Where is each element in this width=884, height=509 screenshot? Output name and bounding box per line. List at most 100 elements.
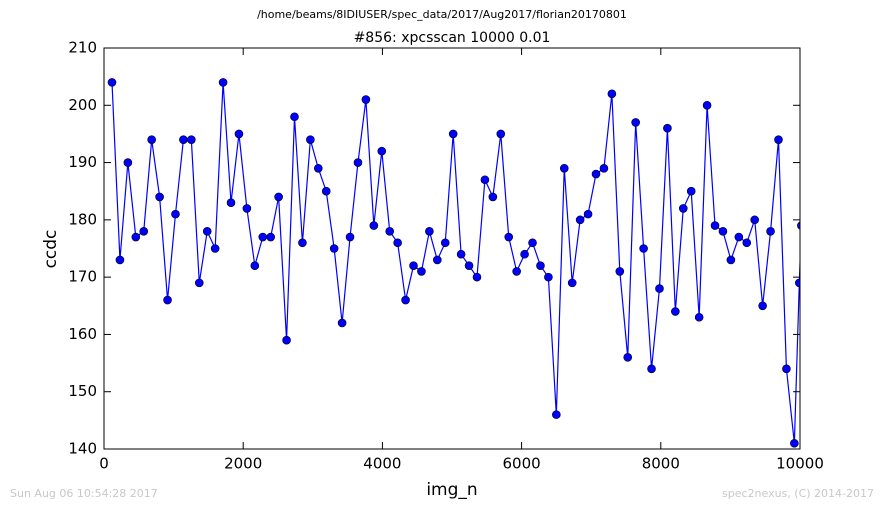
data-point xyxy=(179,135,188,144)
data-point xyxy=(512,267,521,276)
data-point xyxy=(639,244,648,253)
data-point xyxy=(655,284,664,293)
x-tick-label: 2000 xyxy=(224,455,262,473)
data-point xyxy=(797,221,800,230)
data-point xyxy=(433,255,442,265)
data-point xyxy=(115,255,125,265)
data-point xyxy=(448,129,458,139)
data-point xyxy=(337,318,347,328)
data-point xyxy=(187,135,196,144)
data-point xyxy=(274,192,283,202)
data-point xyxy=(583,209,593,219)
data-point xyxy=(480,175,490,185)
data-point xyxy=(647,364,656,374)
footer-right: spec2nexus, (C) 2014-2017 xyxy=(722,487,874,500)
y-tick-label: 210 xyxy=(68,39,97,57)
data-point xyxy=(361,95,371,104)
data-point xyxy=(631,118,640,127)
data-point xyxy=(107,78,117,87)
data-point xyxy=(559,164,569,173)
data-point xyxy=(147,135,156,144)
data-point xyxy=(171,209,180,219)
data-point xyxy=(226,198,236,207)
data-point xyxy=(131,232,141,242)
data-point xyxy=(536,261,545,270)
data-point xyxy=(202,227,212,236)
y-axis-label: ccdc xyxy=(41,230,61,269)
data-point xyxy=(234,129,244,139)
data-point xyxy=(139,227,149,236)
data-point xyxy=(417,267,426,276)
data-point xyxy=(385,227,395,236)
data-point xyxy=(313,164,323,173)
data-point xyxy=(496,129,506,139)
x-axis-label: img_n xyxy=(426,480,477,500)
data-point xyxy=(298,238,307,248)
data-point xyxy=(321,186,331,196)
data-point xyxy=(686,186,696,196)
y-tick-label: 180 xyxy=(68,210,97,228)
data-point xyxy=(710,221,720,230)
data-point xyxy=(528,238,537,248)
data-point xyxy=(194,278,204,288)
data-point xyxy=(464,261,474,270)
data-point xyxy=(520,249,529,259)
y-tick-label: 140 xyxy=(68,440,97,458)
data-point xyxy=(718,227,728,236)
data-point xyxy=(266,232,275,242)
data-point xyxy=(329,244,339,253)
data-point xyxy=(353,158,363,167)
data-point xyxy=(155,192,164,202)
y-tick-label: 170 xyxy=(68,268,97,286)
data-point xyxy=(218,78,228,87)
suptitle: /home/beams/8IDIUSER/spec_data/2017/Aug2… xyxy=(257,8,627,21)
data-point xyxy=(504,232,514,242)
x-tick-label: 0 xyxy=(99,455,109,473)
data-point xyxy=(369,221,379,230)
data-point xyxy=(599,164,609,173)
data-point xyxy=(472,272,482,282)
data-point xyxy=(694,312,704,322)
data-point xyxy=(591,169,601,179)
data-point xyxy=(258,232,268,242)
data-point xyxy=(782,364,791,374)
data-point xyxy=(306,135,315,144)
data-point xyxy=(456,249,466,259)
chart-title: #856: xpcsscan 10000 0.01 xyxy=(354,30,551,46)
data-point xyxy=(726,255,736,265)
data-point xyxy=(758,301,767,311)
data-point xyxy=(750,215,759,225)
data-point xyxy=(615,267,625,276)
data-point xyxy=(774,135,783,144)
data-point xyxy=(663,123,672,133)
data-point xyxy=(290,112,299,122)
plot-frame xyxy=(103,47,801,450)
data-point xyxy=(790,438,799,448)
x-tick-label: 10000 xyxy=(776,455,824,473)
data-point xyxy=(250,261,260,270)
data-point xyxy=(623,353,633,362)
data-point xyxy=(766,227,775,236)
data-point xyxy=(123,158,133,167)
data-point xyxy=(742,238,752,248)
data-point xyxy=(393,238,402,248)
data-point xyxy=(210,244,220,253)
data-point xyxy=(163,295,172,305)
data-point xyxy=(242,204,252,213)
data-point xyxy=(567,278,577,288)
x-tick-label: 4000 xyxy=(363,455,401,473)
data-point xyxy=(544,272,553,282)
data-point xyxy=(795,278,800,288)
x-tick-label: 8000 xyxy=(642,455,680,473)
data-point xyxy=(440,238,450,248)
y-tick-label: 190 xyxy=(68,153,97,171)
data-point xyxy=(671,307,680,316)
y-tick-label: 200 xyxy=(68,96,97,114)
data-point xyxy=(409,261,418,270)
data-point xyxy=(552,410,561,419)
y-tick-label: 160 xyxy=(68,325,97,343)
data-point xyxy=(488,192,498,202)
footer-left: Sun Aug 06 10:54:28 2017 xyxy=(10,487,158,500)
